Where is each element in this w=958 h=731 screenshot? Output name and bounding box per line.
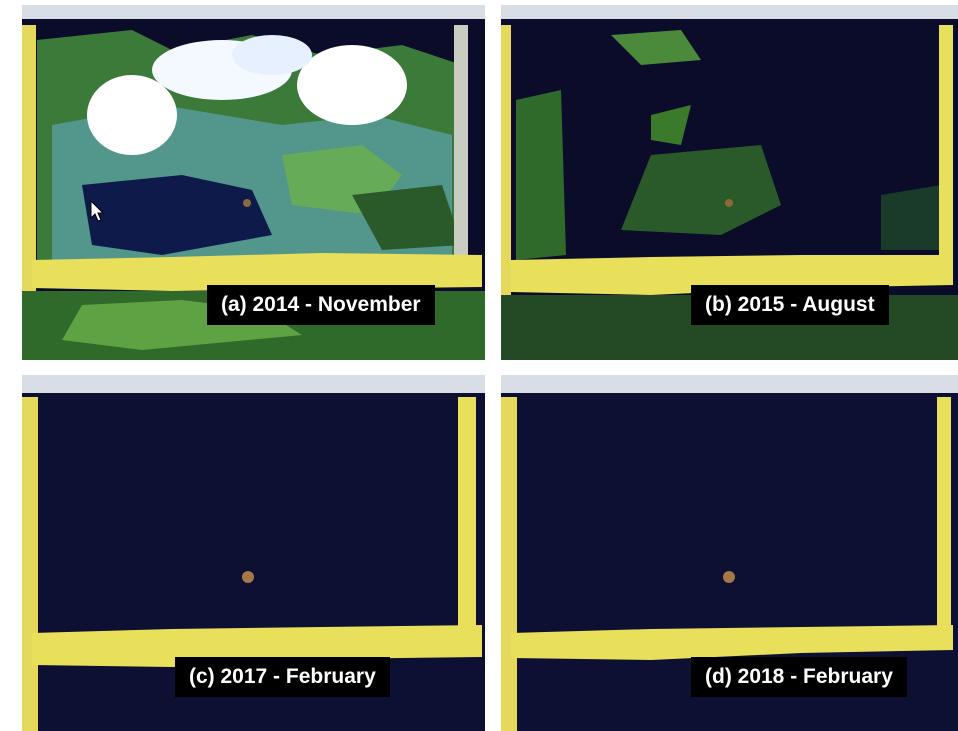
panel-a-2014-november: (a) 2014 - November <box>22 5 485 360</box>
panel-d-2018-february: (d) 2018 - February <box>501 375 958 731</box>
mouse-pointer-icon <box>90 200 104 222</box>
panel-caption-a: (a) 2014 - November <box>207 285 435 325</box>
panel-caption-b: (b) 2015 - August <box>691 285 889 325</box>
panel-caption-d: (d) 2018 - February <box>691 657 907 697</box>
panel-caption-c: (c) 2017 - February <box>175 657 390 697</box>
panel-c-2017-february: (c) 2017 - February <box>22 375 485 731</box>
panel-b-2015-august: (b) 2015 - August <box>501 5 958 360</box>
satellite-image-a <box>22 5 485 360</box>
